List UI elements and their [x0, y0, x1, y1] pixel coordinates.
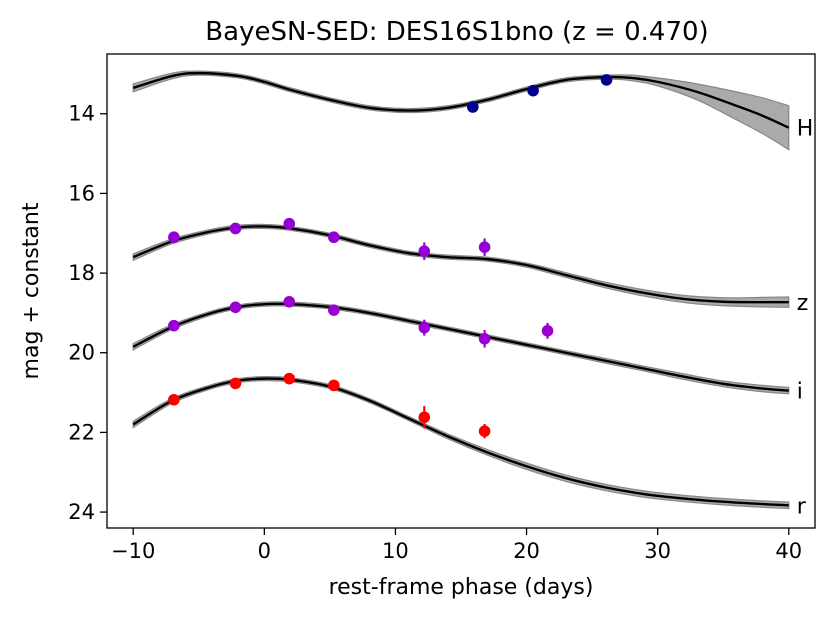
- data-point-i-2: [283, 295, 296, 308]
- y-tick-label-5: 24: [68, 500, 95, 524]
- data-point-r-1: [229, 377, 242, 390]
- y-tick-label-4: 22: [68, 420, 95, 444]
- y-tick-label-3: 20: [68, 341, 95, 365]
- model-curve-z: [132, 225, 789, 304]
- plot-area: Hz i r: [132, 70, 814, 519]
- axes-ticks: −10 0 10 20 30 40 14 16 18 20 22 24: [68, 102, 802, 563]
- data-point-r-0: [168, 393, 180, 406]
- data-point-H-1: [527, 84, 539, 97]
- data-point-i-3: [328, 304, 340, 316]
- x-tick-label-0: −10: [111, 539, 155, 563]
- data-point-H-2: [600, 74, 613, 86]
- y-axis-title: mag + constant: [19, 202, 44, 379]
- plot-frame: [106, 53, 816, 529]
- data-point-z-5: [478, 241, 491, 253]
- series-H: H: [132, 70, 814, 151]
- band-label-z: z: [797, 291, 809, 316]
- model-curve-H: [132, 71, 790, 129]
- model-band-H: [132, 70, 790, 151]
- data-point-i-4: [418, 321, 431, 334]
- data-point-r-5: [478, 425, 491, 438]
- data-point-i-5: [478, 332, 491, 345]
- data-point-r-3: [328, 379, 340, 392]
- model-curve-i: [132, 302, 789, 392]
- data-point-z-3: [328, 231, 340, 244]
- series-z: z: [132, 217, 809, 316]
- y-tick-label-2: 18: [68, 261, 95, 285]
- band-label-r: r: [797, 494, 807, 519]
- data-point-r-4: [418, 411, 431, 424]
- x-tick-label-4: 30: [644, 539, 671, 563]
- data-point-z-2: [283, 217, 296, 230]
- x-tick-label-2: 10: [382, 539, 409, 563]
- data-point-r-2: [283, 372, 296, 385]
- x-tick-label-3: 20: [513, 539, 540, 563]
- chart-title: BayeSN-SED: DES16S1bno (z = 0.470): [205, 17, 708, 47]
- data-point-i-6: [541, 325, 554, 337]
- data-point-i-1: [229, 301, 242, 314]
- band-label-H: H: [797, 117, 814, 142]
- x-tick-label-1: 0: [258, 539, 271, 563]
- y-tick-label-1: 16: [68, 181, 95, 205]
- data-point-z-1: [229, 222, 242, 235]
- data-point-z-4: [418, 245, 431, 257]
- x-axis-title: rest-frame phase (days): [329, 575, 594, 600]
- data-point-i-0: [168, 319, 180, 332]
- x-tick-label-5: 40: [775, 539, 802, 563]
- model-band-z: [132, 223, 790, 308]
- band-label-i: i: [797, 380, 803, 405]
- model-curve-r: [132, 377, 789, 507]
- data-point-H-0: [467, 101, 479, 113]
- data-point-z-0: [168, 231, 180, 244]
- series-i: i: [132, 295, 803, 405]
- series-r: r: [132, 372, 807, 519]
- y-tick-label-0: 14: [68, 102, 95, 126]
